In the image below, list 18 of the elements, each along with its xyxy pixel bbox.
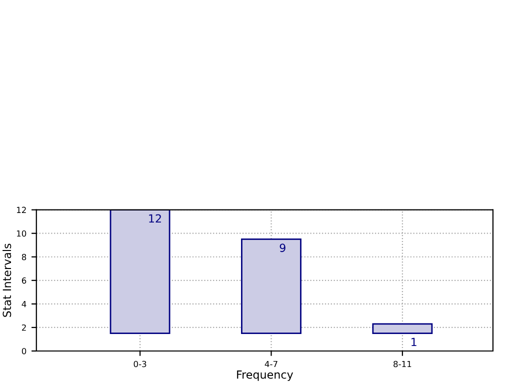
data-label: 12 [149, 214, 161, 222]
y-axis-title: Stat Intervals [2, 244, 12, 317]
data-label: 1 [412, 338, 416, 346]
y-tick-label: 8 [22, 254, 26, 260]
x-tick-label: 8-11 [394, 360, 412, 368]
x-tick-label: 4-7 [264, 360, 278, 368]
bar [241, 238, 302, 334]
data-label: 9 [280, 244, 286, 252]
x-axis-title: Frequency [237, 370, 294, 381]
bar [110, 210, 170, 334]
y-tick-label: 12 [16, 206, 26, 213]
y-tick-label: 4 [22, 301, 26, 308]
x-tick-label: 0-3 [134, 360, 146, 368]
y-tick-label: 0 [22, 348, 26, 354]
y-tick-label: 10 [16, 230, 26, 237]
y-tick-label: 6 [22, 277, 26, 284]
y-tick-label: 2 [22, 324, 26, 331]
bar [372, 323, 433, 334]
